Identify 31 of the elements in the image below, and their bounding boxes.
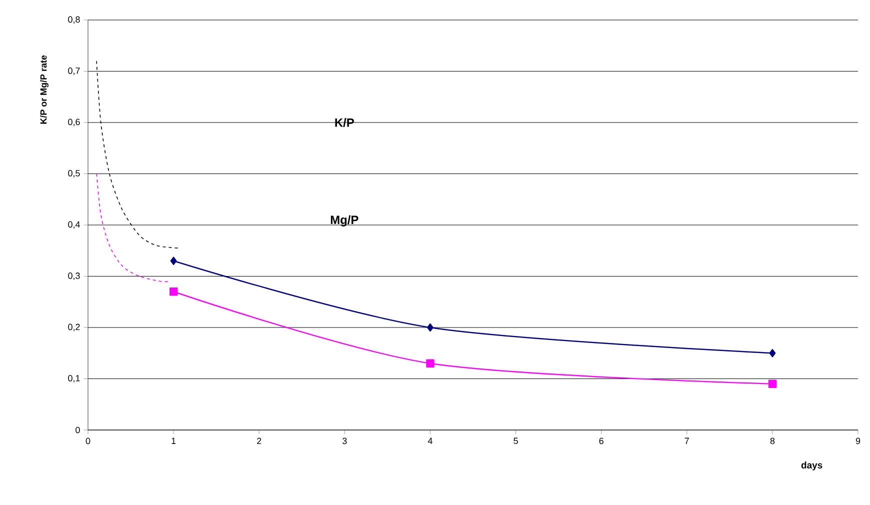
x-tick-label: 3 xyxy=(342,438,347,444)
y-tick-label: 0,7 xyxy=(68,68,80,75)
line-series xyxy=(96,60,178,248)
annotation: Mg/P xyxy=(330,215,358,226)
x-axis-title: days xyxy=(801,462,822,470)
x-tick-label: 0 xyxy=(86,438,90,444)
y-tick-label: 0,1 xyxy=(68,375,80,382)
line-series xyxy=(96,173,170,282)
point xyxy=(169,288,178,296)
y-tick-label: 0,8 xyxy=(68,16,80,24)
y-tick-label: 0,3 xyxy=(68,272,80,280)
x-tick-label: 7 xyxy=(684,438,689,444)
point xyxy=(769,349,776,358)
x-tick-label: 9 xyxy=(856,438,860,444)
x-tick-label: 4 xyxy=(428,438,432,444)
annotation: K/P xyxy=(335,118,354,127)
y-tick-label: 0 xyxy=(76,426,80,434)
y-tick-label: 0,4 xyxy=(68,221,80,229)
y-tick-label: 0,6 xyxy=(68,118,80,126)
x-tick-label: 8 xyxy=(770,438,775,444)
y-tick-label: 0,2 xyxy=(68,324,80,332)
y-tick-label: 0,5 xyxy=(68,170,80,178)
x-tick-label: 5 xyxy=(514,438,518,444)
x-tick-label: 2 xyxy=(257,438,262,444)
y-axis-title: K/P or Mg/P rate xyxy=(40,55,48,124)
x-tick-label: 1 xyxy=(172,438,176,444)
x-tick-label: 6 xyxy=(599,438,604,444)
point xyxy=(427,323,434,332)
point xyxy=(426,359,434,368)
point xyxy=(768,380,777,388)
point xyxy=(170,256,177,265)
